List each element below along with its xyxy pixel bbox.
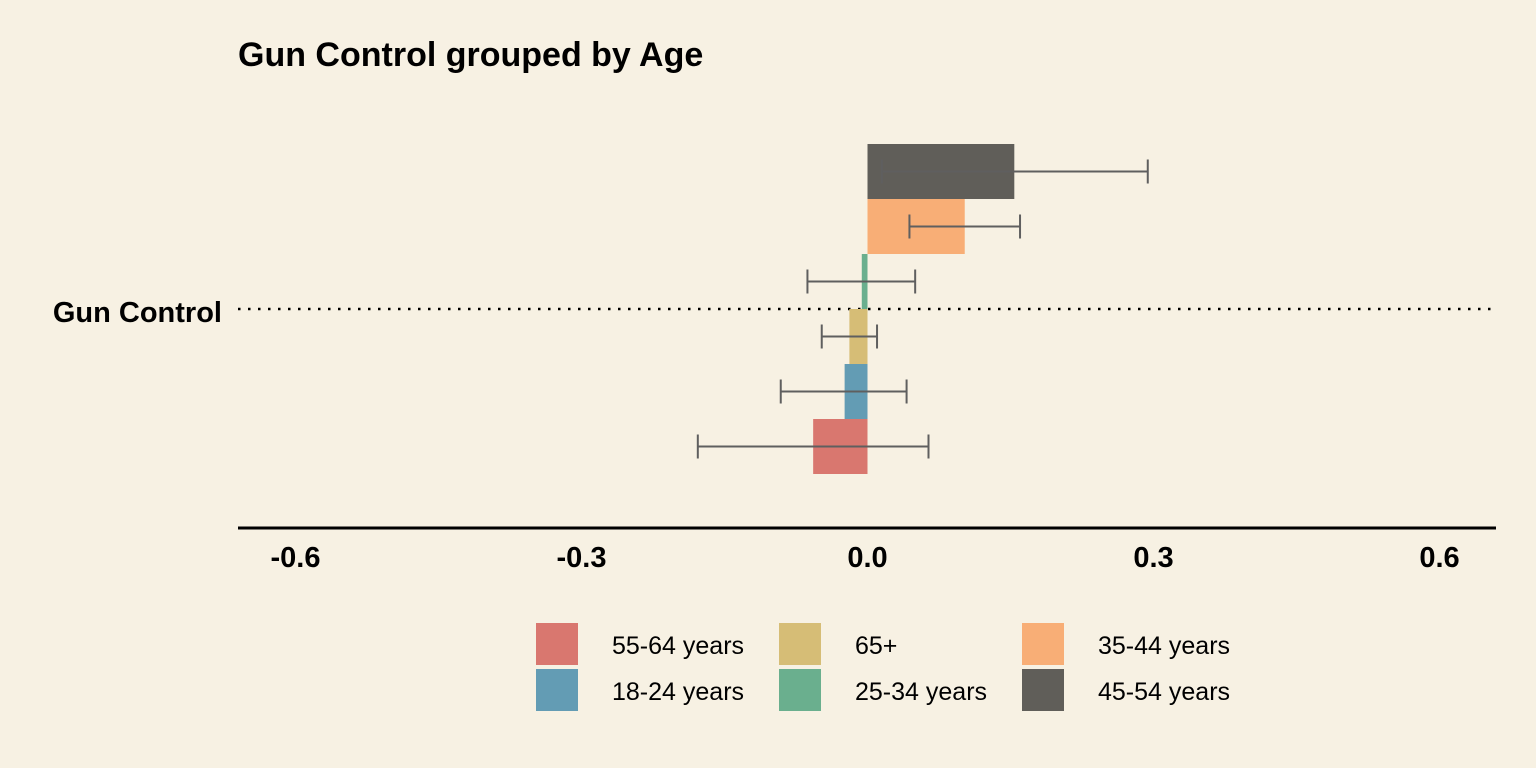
category-label: Gun Control — [53, 297, 222, 329]
chart-title: Gun Control grouped by Age — [238, 36, 703, 74]
x-tick-label: 0.0 — [847, 542, 887, 574]
legend-label: 55-64 years — [612, 632, 744, 660]
legend-swatch — [536, 669, 578, 711]
legend-item-18-24-years: 18-24 years — [536, 669, 744, 711]
legend: 55-64 years 65+ 35-44 years 18-24 years 25-3… — [536, 623, 1230, 711]
legend-swatch — [779, 669, 821, 711]
bars-group — [813, 144, 1015, 474]
error-bar-18-24-years — [779, 379, 908, 404]
error-bar-65plus — [820, 324, 879, 349]
error-bar-55-64-years — [696, 434, 930, 459]
legend-label: 25-34 years — [855, 678, 987, 706]
error-bar-35-44-years — [908, 214, 1022, 239]
legend-item-35-44-years: 35-44 years — [1022, 623, 1230, 665]
error-bar-25-34-years — [806, 269, 917, 294]
legend-item-65plus: 65+ — [779, 623, 897, 665]
legend-swatch — [1022, 623, 1064, 665]
legend-swatch — [779, 623, 821, 665]
x-axis-ticks: -0.6 -0.3 0.0 0.3 0.6 — [271, 542, 1460, 574]
legend-item-45-54-years: 45-54 years — [1022, 669, 1230, 711]
x-tick-label: 0.6 — [1419, 542, 1459, 574]
legend-item-25-34-years: 25-34 years — [779, 669, 987, 711]
legend-label: 18-24 years — [612, 678, 744, 706]
error-bar-45-54-years — [880, 159, 1149, 184]
legend-label: 35-44 years — [1098, 632, 1230, 660]
legend-swatch — [536, 623, 578, 665]
legend-label: 45-54 years — [1098, 678, 1230, 706]
error-bars-group — [696, 159, 1149, 459]
legend-swatch — [1022, 669, 1064, 711]
x-tick-label: -0.6 — [271, 542, 321, 574]
legend-label: 65+ — [855, 632, 897, 660]
x-tick-label: 0.3 — [1133, 542, 1173, 574]
legend-item-55-64-years: 55-64 years — [536, 623, 744, 665]
x-tick-label: -0.3 — [557, 542, 607, 574]
